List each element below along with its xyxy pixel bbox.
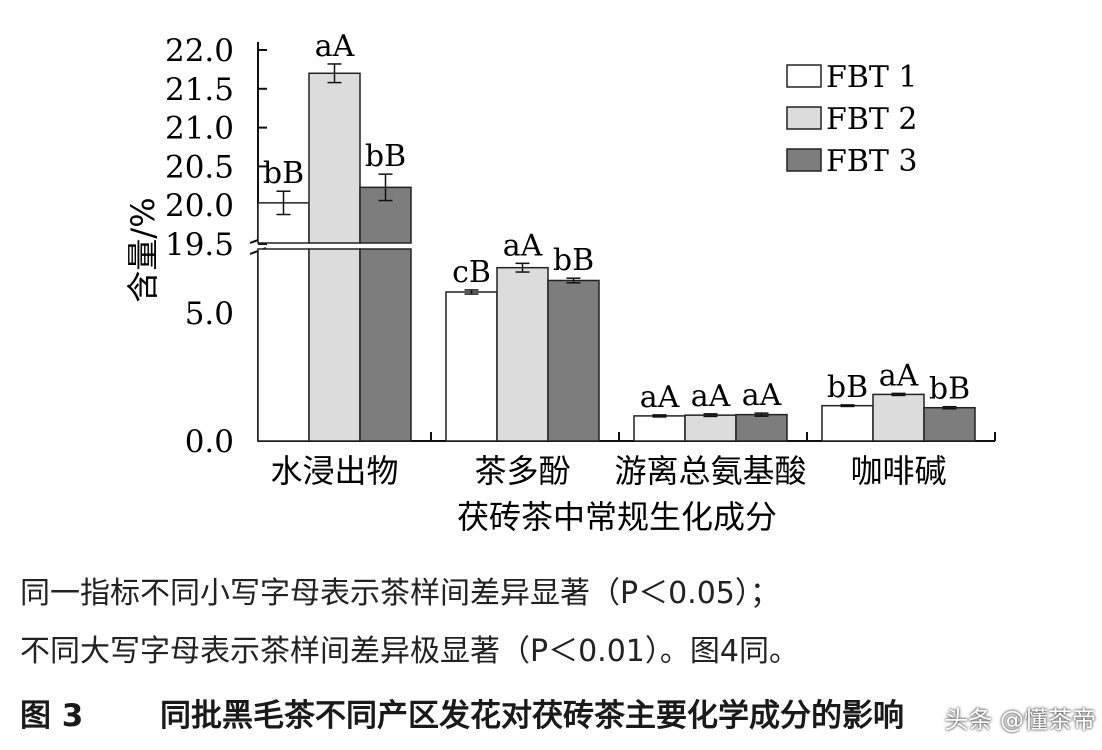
y-tick-label: 22.0 (165, 33, 234, 69)
bar (821, 404, 874, 442)
figure-number: 图 3 (20, 698, 84, 734)
significance-label: aA (315, 29, 355, 64)
significance-label: aA (879, 358, 919, 393)
bar (633, 415, 686, 442)
significance-label: bB (553, 243, 594, 278)
bar (547, 279, 600, 442)
significance-label: bB (365, 139, 406, 174)
y-tick-label: 19.5 (165, 227, 234, 263)
x-axis-label: 茯砖茶中常规生化成分 (457, 498, 777, 536)
legend-swatch (786, 148, 822, 172)
significance-label: bB (929, 372, 970, 407)
figure-title-text: 同批黑毛茶不同产区发花对茯砖茶主要化学成分的影响 (160, 698, 904, 734)
figure-title: 图 3 同批黑毛茶不同产区发花对茯砖茶主要化学成分的影响 (20, 690, 904, 735)
significance-label: aA (742, 378, 782, 413)
bar (923, 406, 976, 442)
caption-line-2: 不同大写字母表示茶样间差异极显著（P＜0.01）。图4同。 (20, 634, 799, 669)
y-tick-label: 20.0 (165, 188, 234, 224)
bar-chart: 19.520.020.521.021.522.0 0.0 5.0 含量/% bB aA bB… (124, 29, 996, 536)
y-tick-label: 0.0 (185, 424, 234, 460)
bar (735, 413, 788, 442)
bar-lower (308, 248, 361, 442)
bar-lower (359, 248, 412, 442)
y-tick-label: 21.5 (165, 72, 234, 108)
x-tick-label: 咖啡碱 (850, 452, 946, 490)
significance-label: bB (263, 156, 304, 191)
x-tick-label: 茶多酚 (474, 452, 570, 490)
significance-label: aA (503, 228, 543, 263)
legend-label: FBT 1 (826, 60, 918, 95)
significance-label: cB (452, 255, 491, 290)
bar-upper (308, 72, 361, 244)
y-tick-label: 5.0 (185, 296, 234, 332)
legend-swatch (786, 106, 822, 130)
bar-lower (257, 248, 310, 442)
legend-label: FBT 3 (826, 144, 918, 179)
bar (496, 266, 549, 442)
y-axis-label: 含量/% (124, 197, 162, 302)
significance-label: bB (827, 370, 868, 405)
legend-swatch (786, 64, 822, 88)
watermark: 头条 @懂茶帝 (944, 706, 1096, 734)
bar (684, 414, 737, 442)
legend-label: FBT 2 (826, 102, 918, 137)
y-tick-label: 21.0 (165, 111, 234, 147)
bar (872, 393, 925, 442)
significance-label: aA (640, 380, 680, 415)
x-tick-label: 游离总氨基酸 (614, 452, 806, 490)
caption-line-1: 同一指标不同小写字母表示茶样间差异显著（P＜0.05）； (20, 576, 780, 611)
y-tick-label: 20.5 (165, 149, 234, 185)
significance-label: aA (691, 379, 731, 414)
x-tick-label: 水浸出物 (270, 452, 398, 490)
bar (445, 291, 498, 442)
